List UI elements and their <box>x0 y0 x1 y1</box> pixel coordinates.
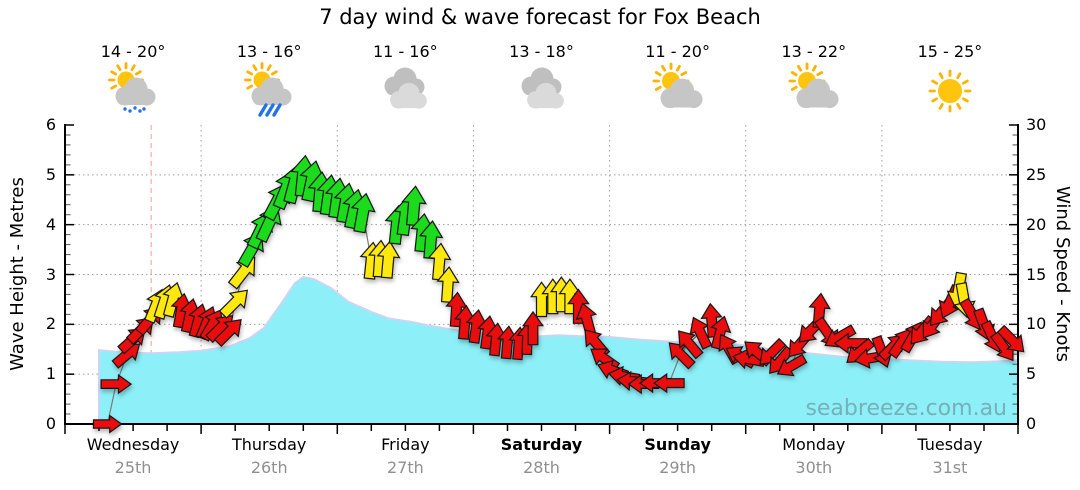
weather-icon-partly-cloudy <box>650 62 706 118</box>
weather-icon-partly-cloudy-drizzle <box>105 62 161 118</box>
cloud-icon <box>526 82 564 109</box>
wave-axis-tick-label: 1 <box>45 364 56 384</box>
wind-axis-tick-label: 15 <box>1026 264 1047 284</box>
wind-arrow <box>522 310 544 346</box>
cloud-icon <box>660 78 703 109</box>
weather-icon-cloudy <box>377 62 433 118</box>
wind-arrow <box>100 373 133 395</box>
date-label: 29th <box>659 458 697 477</box>
wind-arrow <box>996 324 1025 353</box>
wind-axis-tick-label: 10 <box>1026 314 1047 334</box>
cloud-icon <box>251 77 292 106</box>
wave-axis-tick-label: 0 <box>45 414 56 433</box>
wave-area <box>99 277 1018 424</box>
wind-arrows <box>92 154 1025 434</box>
weather-icon-partly-cloudy <box>786 62 842 118</box>
date-label: 31st <box>932 458 968 477</box>
weather-icon-partly-cloudy-rain <box>241 62 297 118</box>
temp-range-label: 15 - 25° <box>917 42 983 61</box>
day-label: Wednesday <box>86 435 180 454</box>
temp-range-label: 11 - 16° <box>373 42 438 61</box>
wind-arrow <box>401 185 427 227</box>
date-label: 28th <box>523 458 560 477</box>
wind-axis-tick-label: 5 <box>1026 364 1037 384</box>
sun-icon <box>928 69 972 113</box>
day-label: Saturday <box>500 435 583 454</box>
cloud-icon <box>390 82 428 109</box>
wind-axis-tick-label: 0 <box>1026 414 1037 433</box>
cloud-icon <box>796 78 839 109</box>
weather-icon-sunny <box>922 62 978 118</box>
wind-arrow <box>376 240 401 279</box>
temp-range-label: 14 - 20° <box>100 42 166 61</box>
wave-axis-tick-label: 3 <box>45 264 56 284</box>
wind-arrow <box>427 242 452 281</box>
wind-arrow <box>776 353 808 377</box>
wave-axis-tick-label: 5 <box>45 164 56 184</box>
temp-range-label: 11 - 20° <box>645 42 710 61</box>
weather-icon-cloudy <box>514 62 570 118</box>
wind-arrow <box>92 414 123 434</box>
wind-arrow <box>567 288 590 324</box>
wave-axis-tick-label: 2 <box>45 314 56 334</box>
date-label: 25th <box>114 458 152 477</box>
wind-arrow <box>218 289 249 319</box>
date-label: 27th <box>386 458 424 477</box>
wind-arrow <box>213 319 242 347</box>
day-label: Thursday <box>232 435 307 454</box>
wave-axis-tick-label: 4 <box>45 214 56 234</box>
temp-range-label: 13 - 18° <box>509 42 574 61</box>
watermark: seabreeze.com.au <box>805 396 1007 421</box>
temp-range-label: 13 - 16° <box>236 42 302 61</box>
day-label: Sunday <box>644 435 711 454</box>
date-label: 26th <box>250 458 288 477</box>
wind-axis-tick-label: 20 <box>1026 214 1047 234</box>
day-label: Monday <box>782 435 846 454</box>
wind-arrow <box>653 372 685 394</box>
rain-icon <box>258 103 282 117</box>
drizzle-icon <box>123 106 146 113</box>
wind-arrow <box>710 315 732 350</box>
wave-axis-tick-label: 6 <box>45 115 56 134</box>
day-label: Tuesday <box>917 435 983 454</box>
wind-arrow <box>350 192 376 234</box>
wind-axis-tick-label: 25 <box>1026 164 1047 184</box>
temp-range-label: 13 - 22° <box>781 42 847 61</box>
wind-arrow <box>678 330 704 360</box>
cloud-icon <box>115 77 156 106</box>
wind-axis-tick-label: 30 <box>1026 115 1047 134</box>
day-label: Friday <box>381 435 430 454</box>
wind-arrow <box>436 266 460 303</box>
date-label: 30th <box>795 458 833 477</box>
page-title: 7 day wind & wave forecast for Fox Beach <box>319 5 761 29</box>
